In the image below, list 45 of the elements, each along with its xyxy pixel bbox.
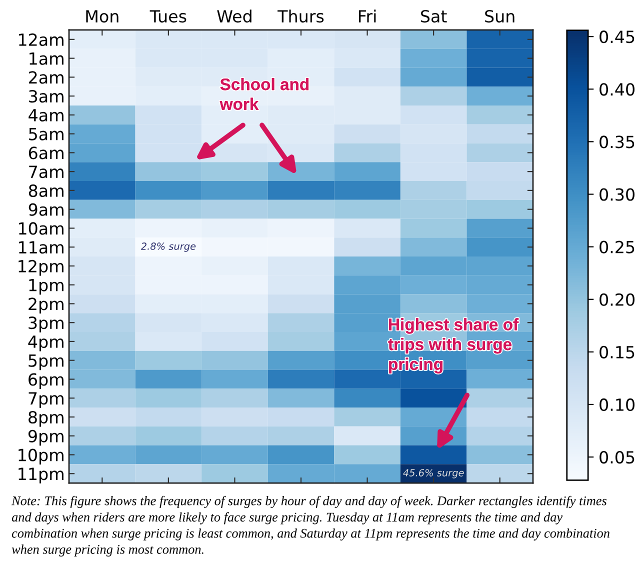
- y-tick-label: 10am: [19, 222, 64, 235]
- y-tick-label: 12am: [19, 33, 64, 46]
- y-tick-label: 3pm: [28, 316, 64, 332]
- color-bar-label: 0.05: [600, 450, 634, 464]
- color-bar-label: 0.20: [600, 293, 634, 306]
- text: Note: This figure shows the frequency of surges by hour of day and day of week. Darker rectangles identify times and days when riders are more likely to face surge pricing. Tuesday at 11am represents the time and day combination when surge pricing is least common, and Saturday at 11pm represents the time and day combination when surge pricing is most common.: [11, 496, 610, 557]
- y-tick-label: 1am: [30, 52, 64, 65]
- data-label: 2.8% surge: [140, 242, 196, 252]
- y-tick-label: 6am: [28, 146, 64, 160]
- y-tick-label: 8am: [28, 184, 64, 198]
- color-bar-label: 0.15: [600, 346, 634, 358]
- x-tick-label: Sun: [485, 10, 514, 23]
- y-tick-label: 4am: [28, 109, 64, 122]
- y-tick-label: 5pm: [28, 354, 64, 370]
- color-bar-label: 0.25: [600, 240, 634, 254]
- color-bar-label: 0.10: [600, 398, 634, 412]
- y-tick-label: 7pm: [28, 392, 64, 408]
- x-tick-label: Fri: [358, 10, 376, 22]
- y-tick-label: 12pm: [18, 260, 64, 276]
- y-tick-label: 4pm: [28, 336, 64, 352]
- y-tick-label: 10pm: [18, 448, 64, 465]
- color-bar-label: 0.45: [600, 30, 634, 44]
- x-tick-label: Wed: [217, 10, 252, 23]
- y-tick-label: 5am: [29, 128, 64, 140]
- y-tick-label: 11am: [19, 241, 64, 254]
- x-tick-label: Sat: [421, 10, 447, 23]
- data-label: 45.6% surge: [403, 469, 464, 478]
- y-tick-label: 3am: [29, 90, 64, 103]
- y-tick-label: 2pm: [28, 298, 64, 314]
- annotation: Highest share of trips with surge pricing: [388, 318, 519, 374]
- color-bar-label: 0.30: [600, 188, 634, 201]
- y-tick-label: 11pm: [18, 468, 64, 484]
- y-tick-label: 7am: [29, 166, 64, 178]
- annotation: School and work: [220, 78, 309, 110]
- y-tick-label: 6pm: [28, 373, 64, 390]
- y-tick-label: 2am: [29, 71, 64, 84]
- y-tick-label: 9am: [28, 203, 64, 216]
- y-tick-label: 8pm: [28, 410, 64, 427]
- x-tick-label: Tues: [150, 10, 186, 23]
- y-tick-label: 1pm: [29, 279, 64, 295]
- y-tick-label: 9pm: [28, 430, 64, 446]
- color-bar-label: 0.40: [600, 83, 634, 96]
- color-bar-label: 0.35: [600, 136, 634, 148]
- x-tick-label: Thurs: [278, 10, 324, 23]
- x-tick-label: Mon: [86, 10, 118, 23]
